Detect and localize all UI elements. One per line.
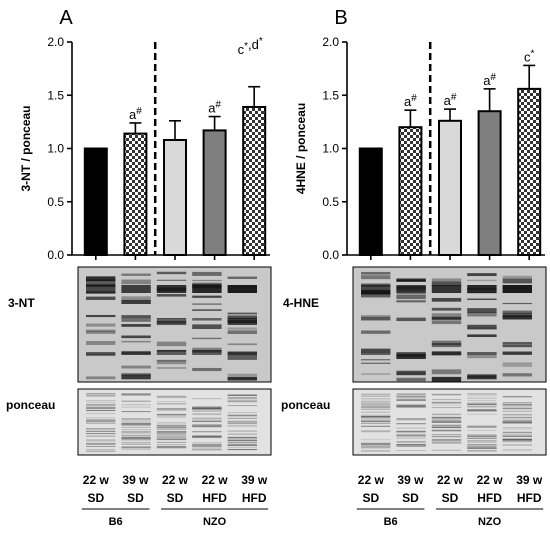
y-tick-label: 0.0 — [322, 248, 339, 262]
group-label-nzo: NZO — [203, 516, 227, 528]
panel-0-svg: A 3-NT / ponceau 0.0 0.5 1.0 1.5 2.0 a# a# c*,d* 3… — [6, 7, 272, 528]
bar-0 — [358, 147, 383, 256]
diet-label: SD — [127, 491, 144, 505]
week-label: 39 w — [516, 473, 543, 487]
y-tick-label: 1.5 — [47, 88, 64, 102]
error-bar-2 — [169, 120, 181, 140]
error-bar-3 — [483, 88, 496, 112]
significance-label-1: a# — [129, 106, 142, 122]
group-label-b6: B6 — [109, 516, 123, 528]
bar-1 — [398, 126, 423, 256]
significance-label-3: a# — [483, 72, 496, 88]
significance-label-3: a# — [208, 100, 221, 116]
bar-3 — [477, 110, 502, 256]
diet-label: HFD — [202, 491, 227, 505]
bar-2 — [163, 138, 187, 256]
significance-label-2: a# — [444, 92, 457, 108]
ponceau-stain — [77, 388, 272, 456]
diet-label: HFD — [477, 491, 502, 505]
error-bar-3 — [208, 115, 221, 131]
bar-3 — [202, 129, 227, 257]
ponceau-label: ponceau — [6, 398, 55, 412]
y-axis-label: 3-NT / ponceau — [19, 105, 33, 191]
significance-label-4: c* — [524, 48, 535, 64]
blot-label: 3-NT — [8, 296, 35, 310]
error-bar-1 — [404, 109, 417, 128]
panel-letter: A — [59, 7, 73, 29]
diet-label: SD — [362, 491, 379, 505]
diet-label: SD — [167, 491, 184, 505]
panel-1-svg: B 4HNE / ponceau 0.0 0.5 1.0 1.5 2.0 a# a# a# c* 4-… — [281, 7, 547, 528]
y-tick-label: 1.5 — [322, 88, 339, 102]
y-tick-label: 0.0 — [47, 248, 64, 262]
week-label: 22 w — [437, 473, 464, 487]
week-label: 39 w — [397, 473, 424, 487]
diet-label: HFD — [242, 491, 267, 505]
week-label: 22 w — [162, 473, 189, 487]
bar-4 — [517, 87, 542, 256]
group-label-nzo: NZO — [478, 516, 502, 528]
week-label: 22 w — [358, 473, 385, 487]
week-label: 22 w — [83, 473, 110, 487]
y-tick-label: 1.0 — [47, 142, 64, 156]
error-bar-1 — [129, 122, 142, 134]
y-tick-label: 2.0 — [322, 35, 339, 49]
y-tick-label: 1.0 — [322, 142, 339, 156]
bar-1 — [123, 132, 148, 256]
panel-letter: B — [334, 7, 347, 29]
group-label-b6: B6 — [384, 516, 398, 528]
week-label: 39 w — [241, 473, 268, 487]
significance-label-1: a# — [404, 93, 417, 109]
ponceau-stain — [352, 388, 547, 456]
y-tick-label: 0.5 — [322, 195, 339, 209]
western-blot — [77, 266, 272, 383]
ponceau-label: ponceau — [281, 398, 330, 412]
diet-label: SD — [442, 491, 459, 505]
significance-label-4: c*,d* — [238, 36, 263, 57]
bar-4 — [242, 105, 267, 256]
diet-label: SD — [87, 491, 104, 505]
blot-label: 4-HNE — [283, 296, 319, 310]
y-axis-label: 4HNE / ponceau — [294, 103, 308, 194]
week-label: 22 w — [202, 473, 229, 487]
error-bar-4 — [523, 64, 536, 89]
panel-b: B 4HNE / ponceau 0.0 0.5 1.0 1.5 2.0 a# a# a# c* 4-… — [275, 0, 550, 536]
error-bar-4 — [248, 85, 261, 107]
bar-2 — [438, 119, 462, 256]
y-tick-label: 0.5 — [47, 195, 64, 209]
bar-0 — [83, 147, 108, 256]
diet-label: HFD — [517, 491, 542, 505]
panel-a: A 3-NT / ponceau 0.0 0.5 1.0 1.5 2.0 a# a# c*,d* 3… — [6, 7, 272, 528]
y-tick-label: 2.0 — [47, 35, 64, 49]
western-blot — [352, 266, 547, 383]
week-label: 22 w — [477, 473, 504, 487]
week-label: 39 w — [122, 473, 149, 487]
diet-label: SD — [402, 491, 419, 505]
error-bar-2 — [444, 108, 456, 121]
